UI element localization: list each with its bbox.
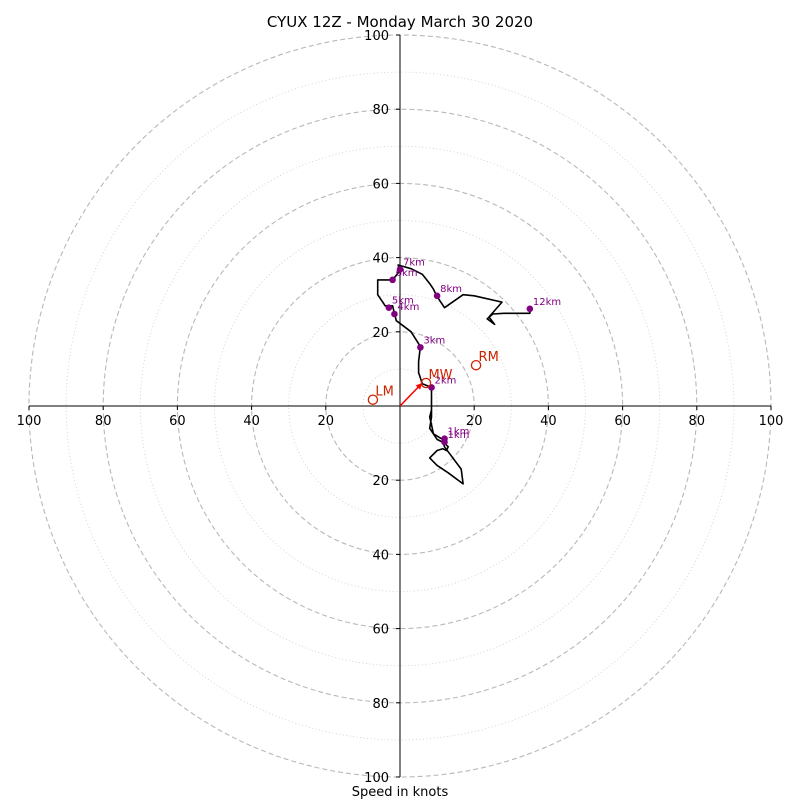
tick-label-left: 80 (95, 414, 112, 429)
tick-label-left: 100 (17, 414, 42, 429)
height-marker-label: 5km (392, 296, 414, 307)
height-marker-dot (391, 310, 398, 318)
tick-label-bottom: 80 (372, 697, 389, 712)
height-marker-label: 7km (403, 257, 425, 268)
height-marker-label: 12km (533, 297, 561, 308)
storm-motion-label: MW (428, 368, 452, 383)
height-marker-label: 2km (435, 375, 457, 386)
height-marker-label: 4km (397, 302, 419, 313)
height-marker-dot (396, 266, 404, 273)
height-marker-label: 6km (396, 268, 418, 279)
tick-label-right: 20 (466, 414, 483, 429)
storm-motion-markers: RM LM MW (367, 350, 499, 407)
height-marker-label: 3km (423, 335, 445, 346)
height-marker-dot (385, 304, 393, 311)
storm-motion-marker (470, 359, 482, 371)
height-marker-label: 1km (448, 430, 470, 441)
tick-labels: 20 20 20 20 40 40 40 40 60 60 60 60 80 80 80 80 100 100 10… (17, 29, 784, 786)
x-axis-label: Speed in knots (352, 785, 449, 800)
tick-label-left: 60 (169, 414, 186, 429)
tick-label-right: 80 (689, 414, 706, 429)
mean-wind-arrowhead (415, 382, 423, 390)
tick-label-top: 100 (364, 29, 389, 44)
tick-label-top: 20 (372, 326, 389, 341)
storm-motion-label: RM (479, 350, 499, 365)
storm-motion-marker (367, 394, 379, 405)
hodograph-trace (376, 264, 531, 485)
tick-label-right: 40 (540, 414, 557, 429)
tick-label-bottom: 40 (372, 548, 389, 563)
chart-title: CYUX 12Z - Monday March 30 2020 (267, 13, 533, 31)
tick-label-top: 40 (372, 252, 389, 267)
height-marker-dot (417, 344, 424, 351)
tick-label-right: 60 (614, 414, 631, 429)
tick-label-left: 20 (318, 414, 335, 429)
height-marker-dot (389, 276, 396, 284)
storm-motion-marker (420, 377, 432, 389)
storm-motion-label: LM (375, 385, 393, 400)
tick-label-bottom: 20 (372, 474, 389, 489)
height-marker-dot (433, 292, 441, 300)
tick-label-left: 40 (243, 414, 260, 429)
hodograph-line (376, 264, 531, 485)
height-marker-label: 8km (440, 284, 462, 295)
tick-label-bottom: 100 (364, 771, 389, 786)
tick-label-top: 80 (372, 103, 389, 118)
height-marker-dot (526, 305, 534, 313)
tick-label-right: 100 (759, 414, 784, 429)
height-marker-dot (441, 438, 448, 446)
tick-label-bottom: 60 (372, 623, 389, 638)
height-marker-label: 1km (448, 427, 470, 438)
tick-label-top: 60 (372, 177, 389, 192)
